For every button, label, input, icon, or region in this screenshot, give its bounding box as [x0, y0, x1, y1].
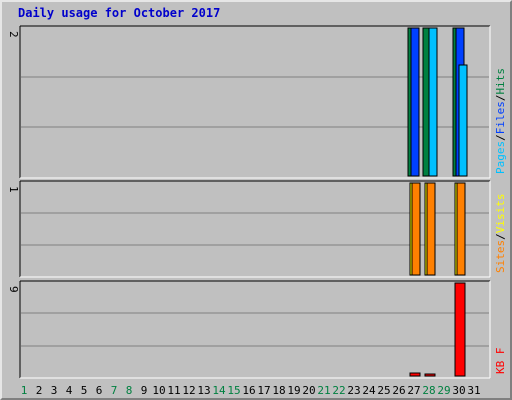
panel-bottom — [20, 281, 490, 378]
bar-sites-day-30 — [456, 182, 466, 276]
legend-top: Pages/Files/Hits — [494, 68, 507, 174]
x-tick-label-day-14: 14 — [212, 384, 226, 397]
x-tick-label-day-13: 13 — [197, 384, 210, 397]
bar-sites-day-27 — [411, 182, 421, 276]
bar-kb-f-day-30 — [454, 282, 466, 377]
x-tick-label-day-26: 26 — [392, 384, 405, 397]
x-tick-label-day-19: 19 — [287, 384, 300, 397]
x-tick-label-day-5: 5 — [81, 384, 88, 397]
bar-pages-day-30 — [458, 64, 468, 177]
x-tick-label-day-7: 7 — [111, 384, 118, 397]
legend-entry-files: Files — [494, 101, 507, 134]
x-tick-label-day-12: 12 — [182, 384, 195, 397]
bar-kb-f-day-27 — [409, 372, 421, 377]
legend-entry-visits: Visits — [494, 194, 507, 234]
x-tick-label-day-10: 10 — [152, 384, 165, 397]
x-tick-label-day-23: 23 — [347, 384, 360, 397]
x-tick-label-day-9: 9 — [141, 384, 148, 397]
legend-separator: / — [494, 233, 507, 240]
x-tick-label-day-3: 3 — [51, 384, 58, 397]
x-tick-label-day-24: 24 — [362, 384, 376, 397]
x-tick-label-day-2: 2 — [36, 384, 43, 397]
bar-files-day-27 — [410, 27, 420, 177]
x-tick-label-day-6: 6 — [96, 384, 103, 397]
legend-entry-sites: Sites — [494, 240, 507, 273]
x-tick-label-day-16: 16 — [242, 384, 255, 397]
legend-separator: / — [494, 95, 507, 102]
x-tick-label-day-4: 4 — [66, 384, 73, 397]
y-tick-label-middle: 1 — [7, 186, 20, 193]
y-tick-label-bottom: 9 — [7, 286, 20, 293]
x-tick-label-day-21: 21 — [317, 384, 330, 397]
x-tick-label-day-8: 8 — [126, 384, 133, 397]
x-tick-label-day-22: 22 — [332, 384, 345, 397]
x-tick-label-day-1: 1 — [21, 384, 28, 397]
legend-middle: Sites/Visits — [494, 194, 507, 274]
legend-bottom: KB F — [494, 348, 507, 375]
x-tick-label-day-25: 25 — [377, 384, 390, 397]
bar-pages-day-28 — [428, 27, 438, 177]
x-tick-label-day-30: 30 — [452, 384, 465, 397]
x-tick-label-day-31: 31 — [467, 384, 480, 397]
legend-entry-kb-f: KB F — [494, 348, 507, 375]
x-tick-label-day-28: 28 — [422, 384, 435, 397]
legend-separator: / — [494, 134, 507, 141]
x-tick-label-day-11: 11 — [167, 384, 180, 397]
y-tick-label-top: 2 — [7, 31, 20, 38]
x-tick-label-day-15: 15 — [227, 384, 240, 397]
x-tick-label-day-18: 18 — [272, 384, 285, 397]
legend-entry-hits: Hits — [494, 68, 507, 95]
x-tick-label-day-27: 27 — [407, 384, 420, 397]
x-tick-label-day-29: 29 — [437, 384, 450, 397]
x-tick-label-day-20: 20 — [302, 384, 315, 397]
legend-entry-pages: Pages — [494, 141, 507, 174]
chart-title: Daily usage for October 2017 — [18, 6, 221, 20]
x-tick-label-day-17: 17 — [257, 384, 270, 397]
bar-kb-f-day-28 — [424, 373, 436, 377]
bar-sites-day-28 — [426, 182, 436, 276]
